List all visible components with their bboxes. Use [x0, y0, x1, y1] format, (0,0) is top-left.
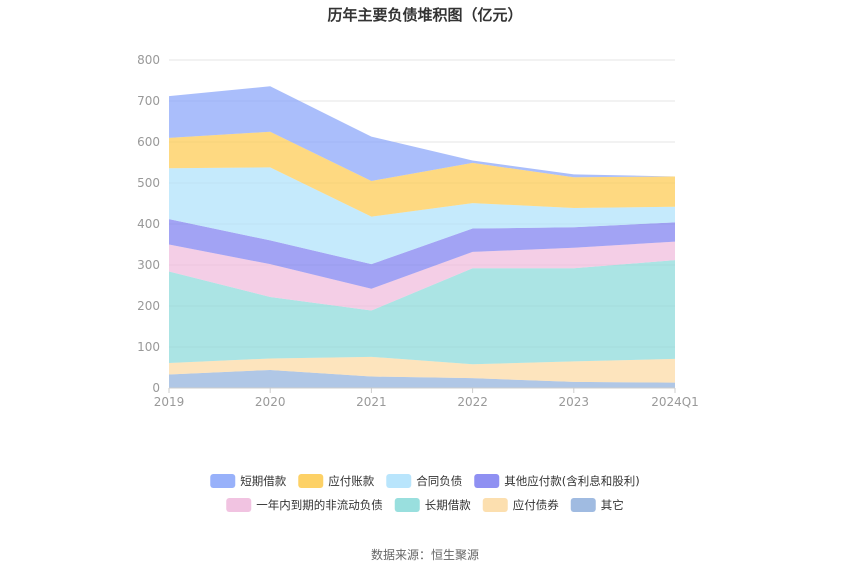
- legend-label: 应付账款: [328, 474, 374, 488]
- x-tick-label: 2020: [255, 395, 286, 409]
- area-一年内到期的非流动负债: [169, 241, 675, 311]
- legend-swatch: [482, 498, 508, 512]
- x-tick-label: 2019: [154, 395, 185, 409]
- legend-item[interactable]: 短期借款: [210, 474, 287, 488]
- legend: 短期借款 应付账款 合同负债 其他应付款(含利息和股利) 一年内到期的非流动负债 长期借款…: [210, 474, 640, 512]
- y-tick-label: 500: [137, 176, 160, 190]
- legend-label: 其它: [601, 498, 624, 512]
- legend-swatch: [394, 498, 420, 512]
- legend-label: 应付债券: [513, 498, 559, 512]
- y-tick-label: 700: [137, 94, 160, 108]
- legend-item[interactable]: 其他应付款(含利息和股利): [474, 474, 640, 488]
- legend-item[interactable]: 应付债券: [482, 498, 559, 512]
- area-其他应付款(含利息和股利): [169, 219, 675, 289]
- chart-title: 历年主要负债堆积图（亿元）: [327, 6, 523, 24]
- legend-label: 短期借款: [240, 474, 286, 488]
- legend-label: 合同负债: [416, 474, 462, 488]
- area-短期借款: [169, 86, 675, 181]
- legend-label: 一年内到期的非流动负债: [256, 498, 383, 512]
- area-应付账款: [169, 131, 675, 217]
- x-tick-label: 2022: [457, 395, 488, 409]
- legend-swatch: [298, 474, 324, 488]
- legend-swatch: [226, 498, 252, 512]
- x-tick-label: 2021: [356, 395, 387, 409]
- y-tick-label: 200: [137, 299, 160, 313]
- legend-item[interactable]: 其它: [570, 498, 624, 512]
- legend-swatch: [210, 474, 236, 488]
- y-tick-label: 400: [137, 217, 160, 231]
- x-tick-label: 2024Q1: [651, 395, 699, 409]
- y-tick-label: 300: [137, 258, 160, 272]
- y-tick-label: 0: [152, 381, 160, 395]
- legend-item[interactable]: 一年内到期的非流动负债: [226, 498, 383, 512]
- legend-swatch: [474, 474, 500, 488]
- area-长期借款: [169, 260, 675, 365]
- series-areas: [169, 86, 675, 388]
- y-tick-label: 800: [137, 53, 160, 67]
- legend-item[interactable]: 合同负债: [386, 474, 462, 488]
- x-tick-label: 2023: [559, 395, 590, 409]
- legend-item[interactable]: 应付账款: [298, 474, 375, 488]
- y-tick-label: 600: [137, 135, 160, 149]
- legend-label: 长期借款: [425, 498, 471, 512]
- legend-swatch: [386, 474, 412, 488]
- legend-item[interactable]: 长期借款: [394, 498, 471, 512]
- axes: 0 100 200 300 400 500 600 700 800 2019 2020 2021 202…: [137, 53, 699, 409]
- legend-label: 其他应付款(含利息和股利): [504, 474, 639, 488]
- data-source: 数据来源：恒生聚源: [370, 548, 479, 562]
- legend-swatch: [570, 498, 596, 512]
- area-应付债券: [169, 356, 675, 383]
- y-tick-label: 100: [137, 340, 160, 354]
- area-合同负债: [169, 167, 675, 265]
- area-其它: [169, 369, 675, 388]
